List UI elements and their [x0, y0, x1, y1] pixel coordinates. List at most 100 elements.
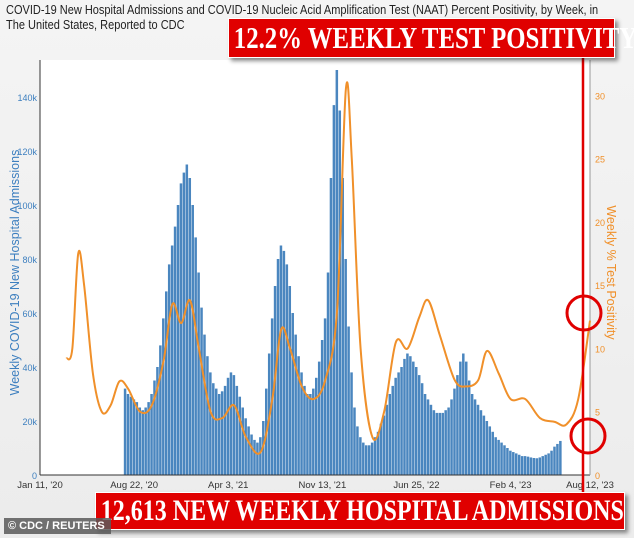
admissions-bar — [241, 407, 244, 475]
admissions-bar — [141, 410, 144, 475]
admissions-bar — [500, 442, 503, 475]
admissions-bar — [182, 172, 186, 475]
admissions-bar — [150, 394, 153, 475]
left-tick-label: 0 — [32, 471, 37, 481]
admissions-bar — [226, 377, 230, 475]
admissions-bar — [206, 356, 209, 475]
admissions-bar — [312, 388, 315, 475]
admissions-bar — [285, 264, 289, 475]
admissions-bar — [379, 423, 383, 475]
admissions-bar — [453, 388, 456, 475]
admissions-bar — [344, 259, 347, 475]
admissions-bar — [317, 361, 321, 475]
admissions-bar — [347, 326, 350, 475]
admissions-bar — [297, 356, 300, 475]
admissions-bar — [473, 399, 477, 475]
admissions-bar — [203, 334, 206, 475]
admissions-bar — [173, 226, 177, 475]
admissions-bar — [391, 385, 394, 475]
admissions-bar — [159, 345, 162, 475]
admissions-bar — [359, 437, 362, 475]
admissions-bar — [462, 353, 465, 475]
admissions-bar — [338, 110, 342, 475]
admissions-bar — [482, 415, 486, 475]
admissions-bar — [362, 442, 365, 475]
admissions-bar — [129, 396, 133, 475]
admissions-bar — [235, 385, 239, 475]
left-tick-label: 100k — [17, 201, 37, 211]
admissions-bar — [426, 399, 430, 475]
admissions-bar — [238, 396, 242, 475]
admissions-bar — [212, 383, 215, 475]
admissions-bar — [491, 431, 494, 475]
admissions-bar — [341, 178, 344, 475]
admissions-bar — [550, 450, 553, 475]
hospital-admissions-banner-text: 12,613 NEW WEEKLY HOSPITAL ADMISSIONS — [100, 494, 624, 527]
admissions-bar — [165, 291, 168, 475]
admissions-bar — [456, 375, 459, 475]
admissions-bar — [256, 442, 259, 475]
admissions-bar — [282, 250, 286, 475]
admissions-bar — [217, 394, 221, 475]
right-tick-label: 15 — [595, 281, 605, 291]
admissions-bar — [232, 375, 236, 475]
admissions-bar — [323, 318, 327, 475]
admissions-bar — [412, 361, 415, 475]
admissions-bar — [417, 375, 421, 475]
admissions-bar — [488, 426, 492, 475]
admissions-bar — [385, 404, 389, 475]
x-tick-label: Aug 22, '20 — [110, 480, 158, 491]
admissions-bar — [388, 394, 392, 475]
admissions-bar — [300, 372, 303, 475]
admissions-bar — [420, 383, 424, 475]
x-tick-label: Apr 3, '21 — [208, 480, 248, 491]
admissions-bar — [179, 183, 183, 475]
right-axis-label: Weekly % Test Positivity — [604, 205, 618, 340]
chart-title: COVID-19 New Hospital Admissions and COV… — [6, 3, 599, 32]
admissions-bar — [156, 367, 159, 475]
admissions-bar — [294, 334, 297, 475]
right-tick-label: 20 — [595, 218, 605, 228]
admissions-bar — [279, 245, 283, 475]
admissions-bar — [200, 307, 203, 475]
admissions-bar — [223, 385, 227, 475]
right-tick-label: 5 — [595, 408, 600, 418]
left-tick-label: 20k — [22, 417, 37, 427]
admissions-bar — [356, 426, 359, 475]
admissions-bar — [441, 412, 444, 475]
admissions-bar — [547, 453, 550, 475]
admissions-bar — [250, 434, 253, 475]
admissions-bar — [447, 407, 450, 475]
admissions-bar — [520, 456, 524, 475]
admissions-bar — [144, 407, 147, 475]
admissions-bar — [176, 205, 180, 475]
admissions-bars — [123, 70, 562, 475]
admissions-bar — [376, 431, 380, 475]
admissions-bar — [467, 380, 471, 475]
x-tick-label: Nov 13, '21 — [298, 480, 346, 491]
admissions-bar — [423, 394, 427, 475]
admissions-bar — [515, 453, 518, 475]
left-tick-label: 60k — [22, 309, 37, 319]
admissions-bar — [470, 394, 474, 475]
admissions-bar — [544, 454, 547, 475]
admissions-bar — [276, 259, 280, 475]
right-tick-label: 25 — [595, 155, 605, 165]
admissions-bar — [435, 412, 439, 475]
admissions-bar — [153, 380, 156, 475]
left-tick-label: 40k — [22, 363, 37, 373]
admissions-bar — [373, 437, 377, 475]
right-tick-label: 0 — [595, 471, 600, 481]
admissions-bar — [429, 404, 433, 475]
admissions-bar — [450, 399, 453, 475]
admissions-bar — [167, 264, 171, 475]
admissions-bar — [123, 388, 127, 475]
admissions-bar — [494, 437, 497, 475]
admissions-bar — [194, 237, 197, 475]
admissions-bar — [247, 426, 250, 475]
admissions-bar — [485, 421, 489, 475]
admissions-bar — [397, 372, 400, 475]
admissions-bar — [335, 70, 339, 475]
admissions-bar — [459, 361, 462, 475]
